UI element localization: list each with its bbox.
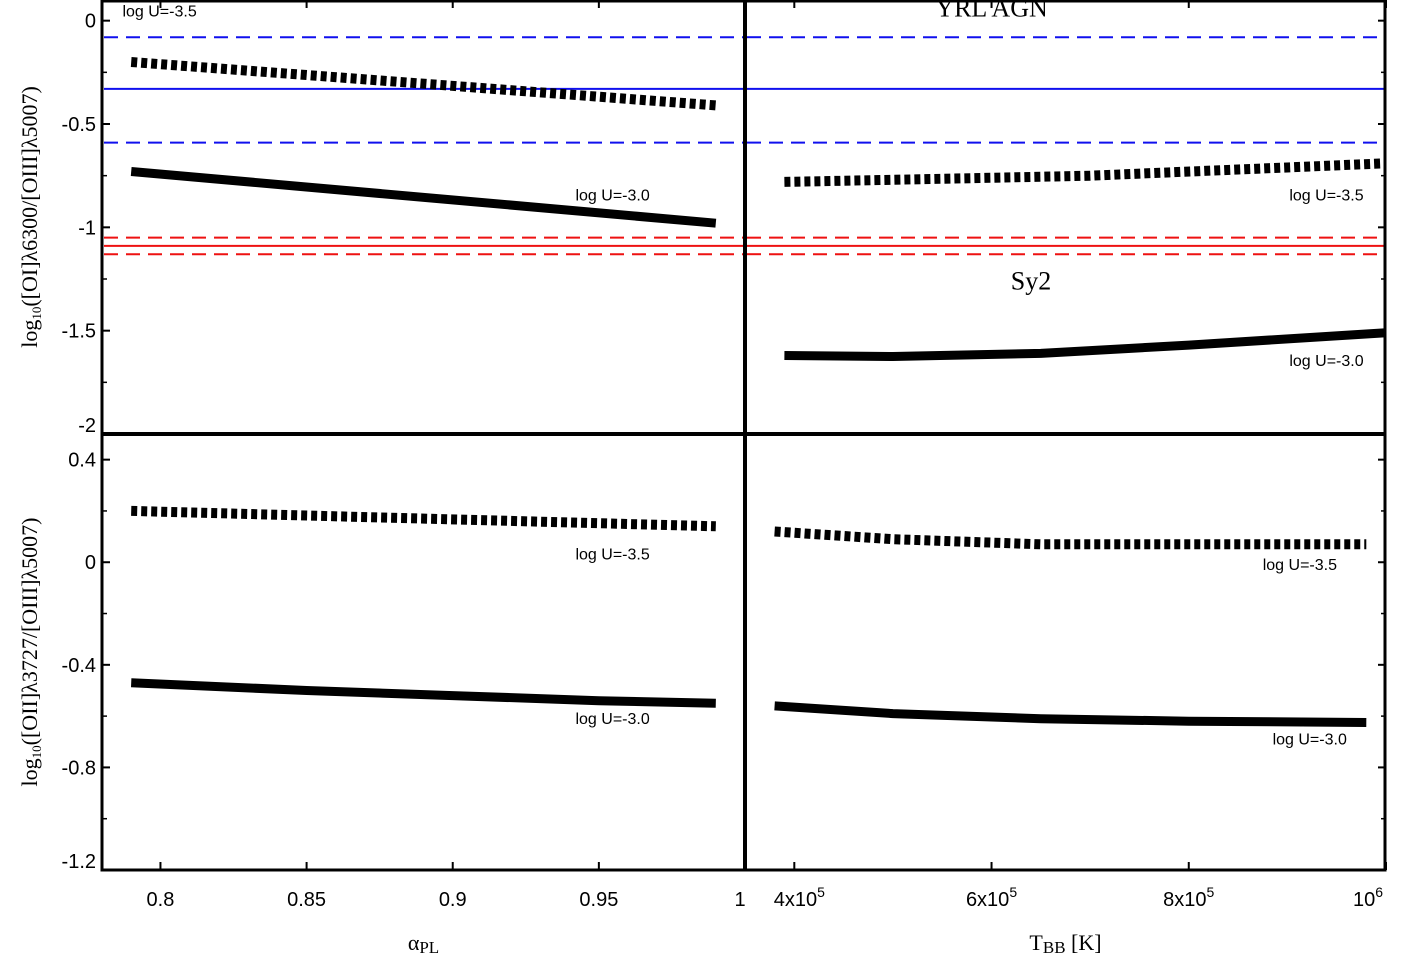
- y-tick-label: 0: [85, 552, 96, 574]
- y-tick-label: -1.5: [62, 321, 96, 343]
- annotation-label: log U=-3.0: [1273, 731, 1347, 748]
- series-line-dotted-1: [774, 526, 1367, 550]
- panel-top-right: YRL AGN Sy2 log U=-3.5 log U=-3.0: [747, 0, 1387, 370]
- series-line-dotted-1: [130, 57, 717, 111]
- series-line-solid-2: [784, 328, 1387, 361]
- annotation-label: log U=-3.5: [122, 4, 196, 21]
- y-tick-label: -2: [78, 415, 96, 437]
- x-axis-title: αPL: [408, 930, 439, 957]
- y-tick-label: -0.5: [62, 114, 96, 136]
- annotation-label: log U=-3.5: [1289, 187, 1363, 204]
- annotation-label: log U=-3.5: [575, 547, 649, 564]
- annotation-label: YRL AGN: [935, 0, 1048, 23]
- panel-bottom-right: 4x105 6x105 8x105 106 TBB [K] log U=-3.5 log U…: [774, 0, 1387, 957]
- y-tick-label: -0.4: [62, 655, 96, 677]
- annotation-label: log U=-3.0: [1289, 353, 1363, 370]
- series-line-solid-2: [130, 167, 717, 228]
- y-tick-label: -1.2: [62, 851, 96, 873]
- y-tick-label: 0: [85, 11, 96, 33]
- series-line-solid-2: [774, 701, 1367, 727]
- x-tick-label: 106: [1353, 884, 1383, 911]
- annotation-label: log U=-3.0: [575, 187, 649, 204]
- x-tick-label: 1: [734, 889, 745, 911]
- y-tick-label: -0.8: [62, 757, 96, 779]
- x-tick-label: 0.9: [439, 889, 467, 911]
- x-tick-label: 0.85: [287, 889, 326, 911]
- series-line-dotted-1: [131, 505, 716, 532]
- y-tick-label: -1: [78, 217, 96, 239]
- annotation-label: log U=-3.0: [575, 711, 649, 728]
- y-tick-label: 0.4: [68, 450, 96, 472]
- x-axis-title: TBB [K]: [1029, 930, 1101, 957]
- x-tick-label: 0.8: [147, 889, 175, 911]
- series-line-solid-2: [131, 678, 716, 708]
- x-tick-label: 6x105: [966, 884, 1017, 911]
- x-tick-label: 8x105: [1163, 884, 1214, 911]
- x-tick-label: 4x105: [774, 884, 825, 911]
- y-axis-title: log10([OII]λ3727/[OIII]λ5007): [17, 518, 44, 787]
- x-tick-label: 0.95: [579, 889, 618, 911]
- annotation-label: log U=-3.5: [1263, 557, 1337, 574]
- series-line-dotted-1: [784, 158, 1387, 187]
- panel-bottom-left: 0.4 0 -0.4 -0.8 -1.2 log10([OII]λ3727/[OIII]λ…: [17, 0, 1386, 957]
- y-axis-title: log10([OI]λ6300/[OIII]λ5007): [17, 86, 44, 348]
- panel-top-left: 0 -0.5 -1 -1.5 -2 log10([OI]λ6300/[OIII]λ5007…: [17, 4, 1386, 437]
- annotation-label: Sy2: [1011, 266, 1051, 295]
